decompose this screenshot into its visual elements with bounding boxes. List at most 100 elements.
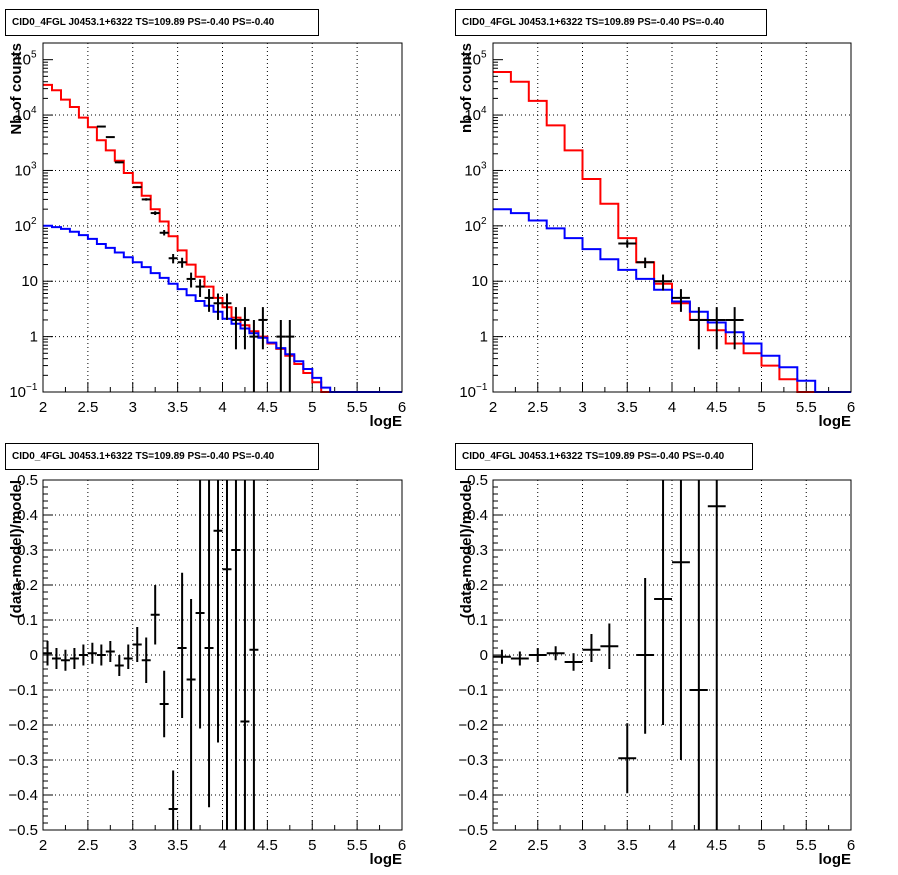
x-tick-label: 5.5 — [347, 399, 368, 416]
y-tick-label: 1 — [480, 329, 488, 346]
x-axis-label: logE — [370, 851, 403, 868]
y-tick-label: 10 — [9, 384, 26, 401]
plot-frame — [492, 479, 852, 831]
data-point — [78, 644, 88, 666]
y-tick-label: 10 — [464, 107, 481, 124]
x-tick-label: 3 — [129, 837, 137, 854]
y-tick-label: 10 — [471, 273, 488, 290]
y-tick-label: −0.3 — [8, 752, 38, 769]
y-tick-label: 10 — [464, 162, 481, 179]
data-point — [707, 307, 726, 350]
y-tick-label: 10 — [459, 384, 476, 401]
x-tick-label: 3 — [578, 399, 586, 416]
y-tick-label: 10 — [21, 273, 38, 290]
x-tick-label: 6 — [847, 837, 855, 854]
data-point — [141, 637, 151, 683]
chart-title: CID0_4FGL J0453.1+6322 TS=109.89 PS=-0.4… — [455, 443, 753, 470]
data-point — [231, 480, 241, 830]
x-tick-label: 2.5 — [77, 399, 98, 416]
x-tick-label: 3 — [129, 399, 137, 416]
y-tick-label: 0 — [30, 647, 38, 664]
y-tick-exponent: −1 — [476, 382, 488, 393]
model-background-series-blue — [43, 224, 402, 393]
x-tick-label: 5.5 — [796, 399, 817, 416]
y-tick-label: −0.4 — [8, 787, 38, 804]
plot-area — [493, 43, 851, 392]
data-point — [546, 646, 565, 661]
data-point — [114, 655, 124, 676]
data-point — [672, 289, 690, 312]
y-axis-label: (data-model)/model — [458, 480, 475, 618]
data-point — [618, 240, 637, 248]
chart-title: CID0_4FGL J0453.1+6322 TS=109.89 PS=-0.4… — [5, 9, 319, 36]
data-point — [213, 293, 223, 320]
chart-panel-4: 2 2.5 3 3.5 4 4.5 5 5.5 6 −0.5 −0.4 −0.3 −0.2 −0.1 0 0.… — [458, 472, 855, 868]
y-tick-label: 0.2 — [467, 577, 488, 594]
data-point — [186, 599, 196, 830]
y-tick-label: −0.4 — [458, 787, 488, 804]
y-tick-label: 0.4 — [467, 507, 488, 524]
data-point — [725, 307, 744, 350]
x-tick-label: 3 — [578, 837, 586, 854]
x-tick-label: 6 — [398, 837, 406, 854]
data-point — [114, 161, 124, 164]
y-tick-label: −0.5 — [8, 822, 38, 839]
data-point — [240, 480, 250, 830]
data-point — [636, 578, 655, 734]
data-point — [159, 670, 169, 738]
data-point — [222, 480, 232, 830]
x-tick-label: 3.5 — [167, 399, 188, 416]
y-tick-label: −0.1 — [458, 682, 488, 699]
data-point — [51, 648, 61, 669]
x-tick-label: 2.5 — [527, 399, 548, 416]
data-point — [69, 648, 79, 669]
x-tick-label: 2 — [489, 399, 497, 416]
data-point — [249, 480, 259, 830]
plot-frame — [42, 42, 403, 393]
x-tick-label: 2 — [39, 837, 47, 854]
x-tick-label: 2.5 — [77, 837, 98, 854]
x-tick-label: 2.5 — [527, 837, 548, 854]
x-tick-label: 3.5 — [167, 837, 188, 854]
chart-panel-3: 2 2.5 3 3.5 4 4.5 5 5.5 6 −0.5 −0.4 −0.3 −0.2 −0.1 0 0.… — [8, 472, 406, 868]
data-point — [96, 125, 106, 128]
data-point — [177, 257, 187, 268]
data-point — [87, 642, 97, 664]
x-tick-label: 4.5 — [257, 399, 278, 416]
y-axis-label: (data-model)/model — [8, 480, 25, 618]
model-background-series-blue — [493, 208, 851, 393]
data-point — [231, 307, 241, 350]
chart-title: CID0_4FGL J0453.1+6322 TS=109.89 PS=-0.4… — [455, 9, 767, 36]
data-point — [150, 211, 160, 215]
data-point — [132, 186, 142, 189]
x-tick-label: 2 — [39, 399, 47, 416]
x-tick-label: 6 — [847, 399, 855, 416]
data-point — [204, 289, 214, 312]
data-point — [60, 649, 70, 671]
data-point — [96, 644, 106, 666]
y-tick-label: 0.5 — [467, 472, 488, 489]
x-tick-label: 4 — [668, 837, 676, 854]
y-tick-label: 0.5 — [17, 472, 38, 489]
data-point — [105, 641, 115, 662]
data-point — [159, 230, 169, 236]
x-tick-label: 5 — [308, 399, 316, 416]
data-point — [123, 644, 133, 669]
data-point — [654, 274, 672, 291]
y-tick-label: −0.2 — [458, 717, 488, 734]
data-point — [168, 254, 178, 264]
data-point — [222, 293, 232, 320]
x-tick-label: 4.5 — [257, 837, 278, 854]
y-tick-label: 10 — [464, 52, 481, 69]
x-tick-label: 5 — [757, 399, 765, 416]
y-tick-label: 0.3 — [467, 542, 488, 559]
data-point — [636, 257, 655, 269]
y-tick-exponent: 5 — [481, 50, 487, 61]
data-point — [177, 572, 187, 718]
y-tick-label: −0.5 — [458, 822, 488, 839]
x-tick-label: 2 — [489, 837, 497, 854]
y-tick-exponent: 5 — [31, 50, 37, 61]
